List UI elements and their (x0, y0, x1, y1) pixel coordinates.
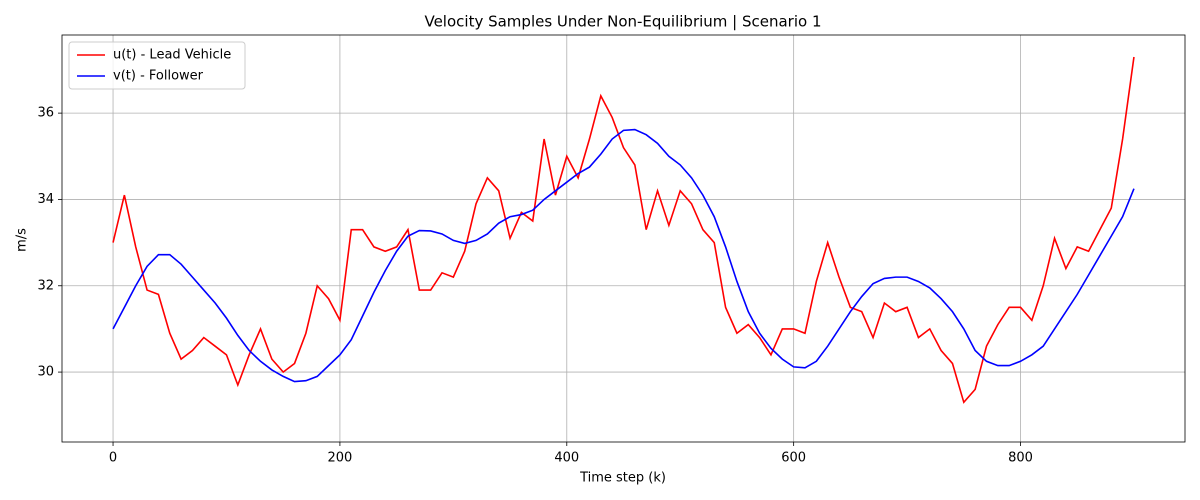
legend-label: v(t) - Follower (113, 69, 204, 84)
y-tick-label: 32 (37, 278, 54, 293)
y-tick-label: 30 (37, 365, 54, 380)
line-series (112, 56, 1135, 404)
chart-title: Velocity Samples Under Non-Equilibrium |… (424, 13, 821, 31)
x-tick-label: 600 (781, 451, 806, 466)
line-series (112, 128, 1135, 383)
legend: u(t) - Lead Vehicle v(t) - Follower (68, 41, 246, 90)
x-tick-label: 0 (109, 451, 117, 466)
plot-frame (61, 34, 1186, 443)
y-tick-label: 36 (37, 106, 54, 121)
y-tick-label: 34 (37, 192, 54, 207)
legend-box (68, 41, 246, 90)
y-axis-label: m/s (15, 228, 30, 252)
x-tick-label: 400 (554, 451, 579, 466)
x-axis-label: Time step (k) (579, 471, 666, 486)
x-tick-label: 200 (328, 451, 353, 466)
x-tick-label: 800 (1008, 451, 1033, 466)
legend-label: u(t) - Lead Vehicle (113, 48, 231, 63)
